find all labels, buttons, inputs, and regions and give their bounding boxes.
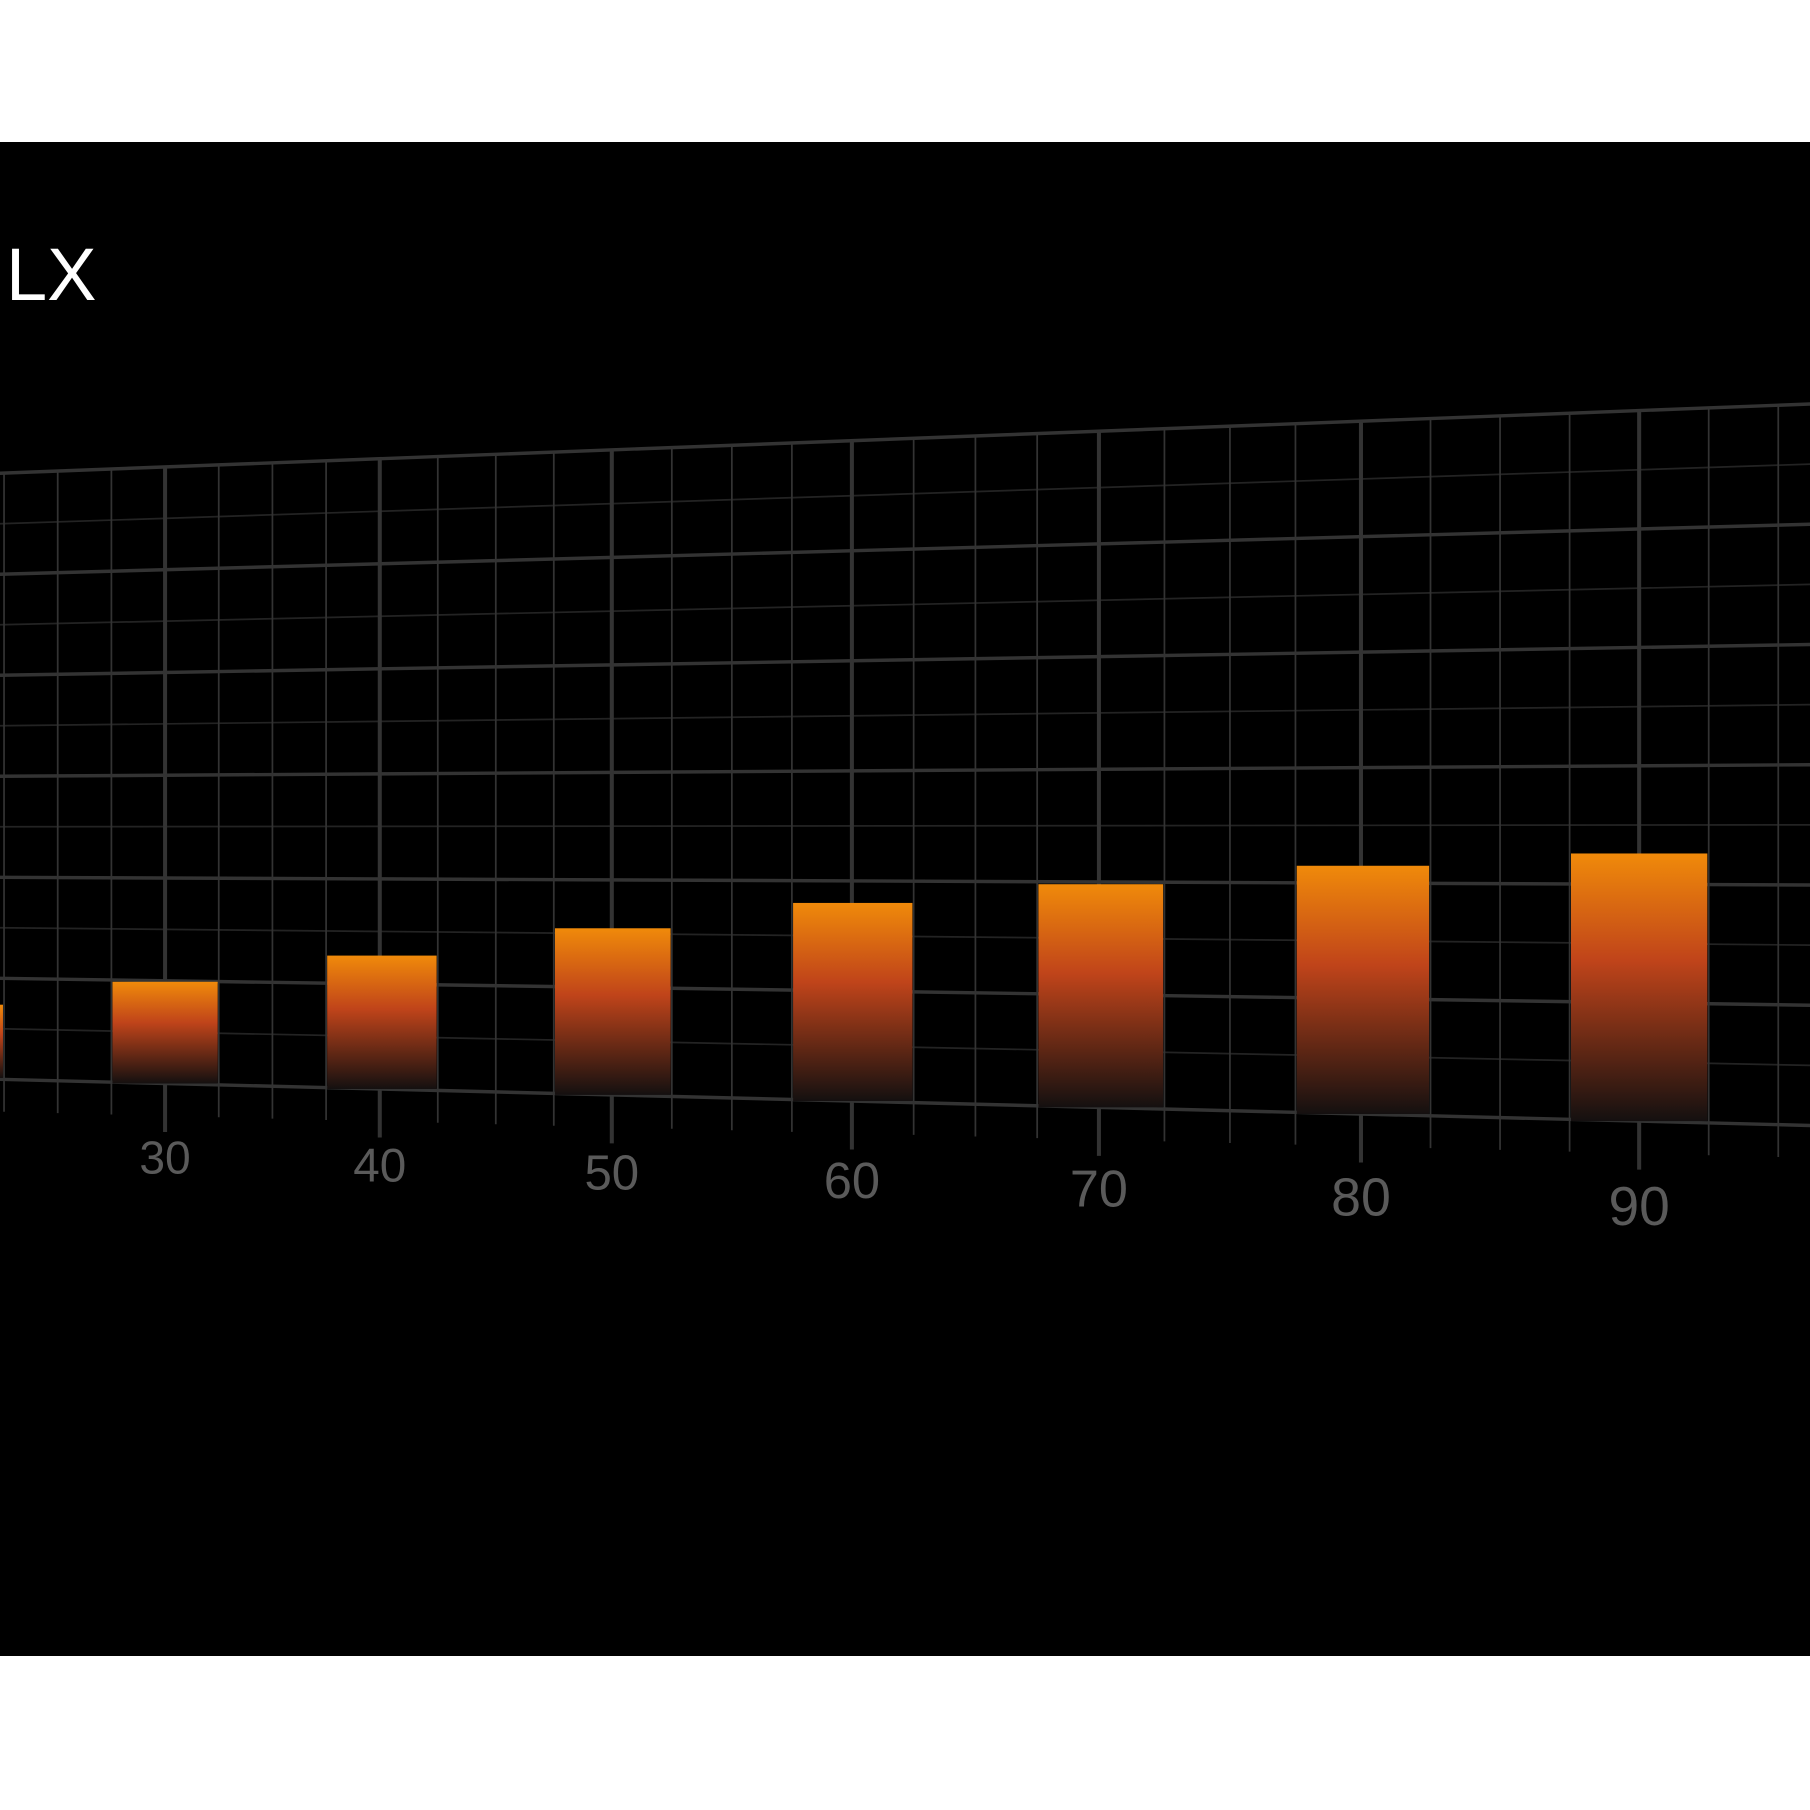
bar-90 <box>1571 853 1708 1122</box>
bar-60 <box>793 902 913 1102</box>
x-tick-label: 90 <box>1608 1175 1669 1237</box>
x-tick-label: 80 <box>1331 1168 1391 1228</box>
x-tick-label: 30 <box>139 1132 190 1184</box>
bar-50 <box>554 928 671 1095</box>
grid-line-horizontal-minor <box>0 583 1810 626</box>
grid-line-horizontal-minor <box>0 463 1810 525</box>
bar-70 <box>1038 884 1164 1108</box>
x-tick-label: 70 <box>1070 1161 1128 1219</box>
grid-line-horizontal <box>0 402 1810 476</box>
x-tick-label: 50 <box>584 1146 639 1201</box>
grid-line-horizontal <box>0 642 1810 678</box>
grid-line-horizontal-minor <box>0 824 1810 828</box>
chart-panel <box>0 142 1810 1656</box>
bar-30 <box>112 981 218 1084</box>
grid-line-horizontal <box>0 1077 1810 1128</box>
bar-80 <box>1296 865 1430 1115</box>
grid-line-horizontal <box>0 875 1810 887</box>
bars <box>0 853 1708 1122</box>
bar-40 <box>327 955 437 1089</box>
grid-line-horizontal <box>0 522 1810 577</box>
x-tick-label: 60 <box>824 1152 880 1209</box>
grid-line-horizontal <box>0 763 1810 779</box>
bar-20 <box>0 1004 3 1079</box>
x-tick-label: 40 <box>353 1139 406 1192</box>
grid-line-horizontal-minor <box>0 703 1810 727</box>
chart-title: LX <box>6 233 97 316</box>
x-tick-labels: 30 40 50 60 70 80 90 <box>139 1132 1669 1237</box>
